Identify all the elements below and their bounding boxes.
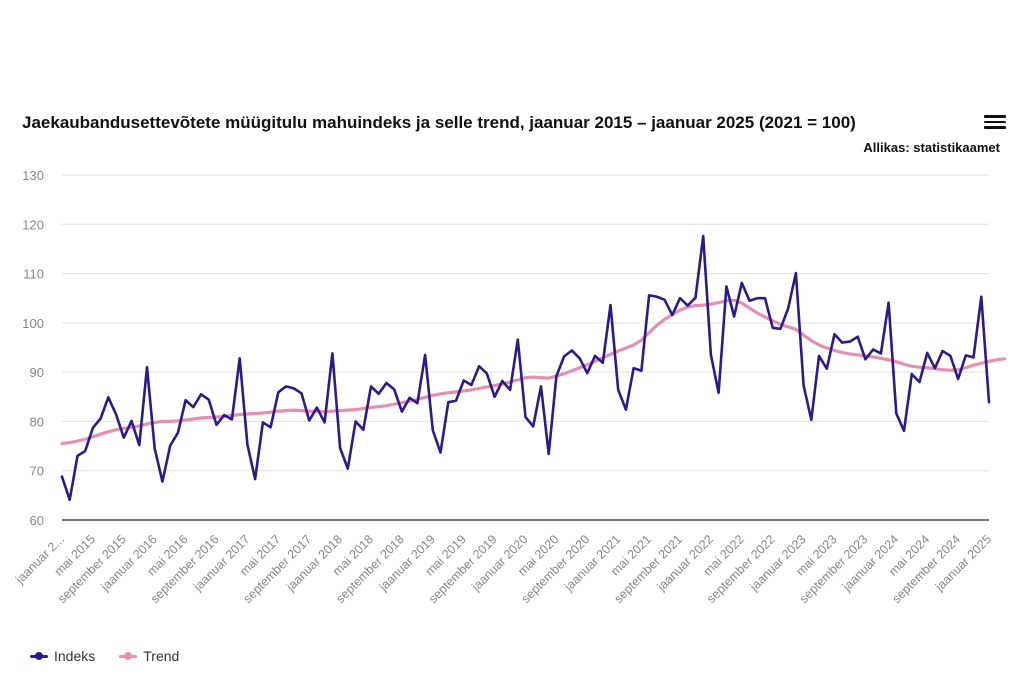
y-tick-label: 120 bbox=[22, 217, 44, 232]
series-line-trend bbox=[60, 298, 1007, 446]
y-tick-label: 90 bbox=[30, 365, 44, 380]
legend-item-trend[interactable]: Trend bbox=[119, 648, 179, 664]
legend: Indeks Trend bbox=[30, 648, 179, 664]
y-tick-label: 130 bbox=[22, 168, 44, 183]
y-tick-label: 70 bbox=[30, 464, 44, 479]
y-tick-label: 110 bbox=[23, 267, 44, 282]
chart-title: Jaekaubandusettevõtete müügitulu mahuind… bbox=[22, 113, 856, 132]
hamburger-menu-icon[interactable] bbox=[984, 112, 1006, 132]
menu-bar bbox=[984, 120, 1006, 124]
legend-label-trend: Trend bbox=[143, 648, 180, 664]
legend-symbol-trend bbox=[119, 651, 138, 661]
source-credit: Allikas: statistikaamet bbox=[863, 140, 1000, 155]
series-line-indeks bbox=[60, 234, 991, 502]
legend-symbol-indeks bbox=[30, 651, 48, 661]
menu-bar bbox=[984, 115, 1006, 118]
y-tick-label: 80 bbox=[30, 414, 44, 429]
x-tick-label: jaanuar 2... bbox=[12, 532, 67, 587]
legend-item-indeks[interactable]: Indeks bbox=[30, 648, 95, 664]
y-tick-label: 100 bbox=[22, 316, 44, 331]
y-tick-label: 60 bbox=[30, 513, 44, 528]
menu-bar bbox=[984, 126, 1006, 129]
legend-label-indeks: Indeks bbox=[54, 648, 96, 664]
